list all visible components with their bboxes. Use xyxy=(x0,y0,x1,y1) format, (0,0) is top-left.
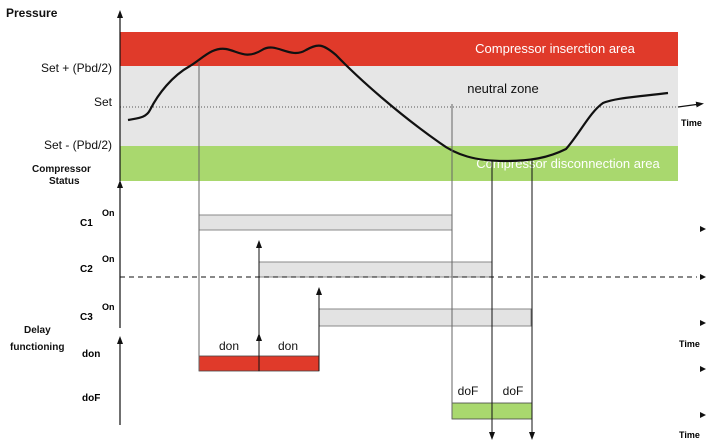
pressure-time-label: Time xyxy=(681,118,702,128)
c2-state: On xyxy=(102,254,115,264)
don-bar-1 xyxy=(198,355,260,372)
don-bar-2 xyxy=(258,355,320,372)
status-arrowhead-3 xyxy=(700,320,706,326)
disconnection-zone xyxy=(120,146,678,181)
c1-label: C1 xyxy=(80,218,93,229)
dof-bar-1 xyxy=(451,402,493,420)
don-segment-1-label: don xyxy=(219,339,239,353)
set-plus-label: Set + (Pbd/2) xyxy=(41,61,112,75)
insertion-zone xyxy=(120,32,678,66)
pressure-curve xyxy=(127,44,669,163)
dof-row-label: doF xyxy=(82,393,100,404)
status-arrowhead-2 xyxy=(700,274,706,280)
status-title-1: Compressor xyxy=(32,164,91,175)
dof-segment-1-label: doF xyxy=(458,384,479,398)
dof-segment-2-label: doF xyxy=(503,384,524,398)
neutral-zone xyxy=(120,66,678,146)
pressure-axis-x xyxy=(677,101,704,108)
delay-arrowhead-1 xyxy=(700,366,706,372)
status-time-label: Time xyxy=(679,339,700,349)
c3-state: On xyxy=(102,302,115,312)
c3-label: C3 xyxy=(80,312,93,323)
dof-bar-2 xyxy=(491,402,533,420)
delay-title-1: Delay xyxy=(24,325,51,336)
neutral-zone-label: neutral zone xyxy=(467,81,539,96)
set-minus-label: Set - (Pbd/2) xyxy=(44,138,112,152)
set-label: Set xyxy=(94,95,113,109)
c1-on-bar xyxy=(198,214,453,231)
insertion-zone-label: Compressor inserction area xyxy=(475,41,635,56)
c2-label: C2 xyxy=(80,264,93,275)
c2-on-bar xyxy=(258,261,493,278)
c3-on-bar xyxy=(318,308,532,327)
don-row-label: don xyxy=(82,349,100,360)
c1-state: On xyxy=(102,208,115,218)
status-arrowhead-1 xyxy=(700,226,706,232)
don-segment-2-label: don xyxy=(278,339,298,353)
delay-title-2: functioning xyxy=(10,342,64,353)
delay-time-label: Time xyxy=(679,430,700,440)
disconnection-zone-label: Compressor disconnection area xyxy=(476,156,660,171)
delay-arrowhead-2 xyxy=(700,412,706,418)
pressure-axis-label: Pressure xyxy=(6,6,58,20)
status-title-2: Status xyxy=(49,176,80,187)
